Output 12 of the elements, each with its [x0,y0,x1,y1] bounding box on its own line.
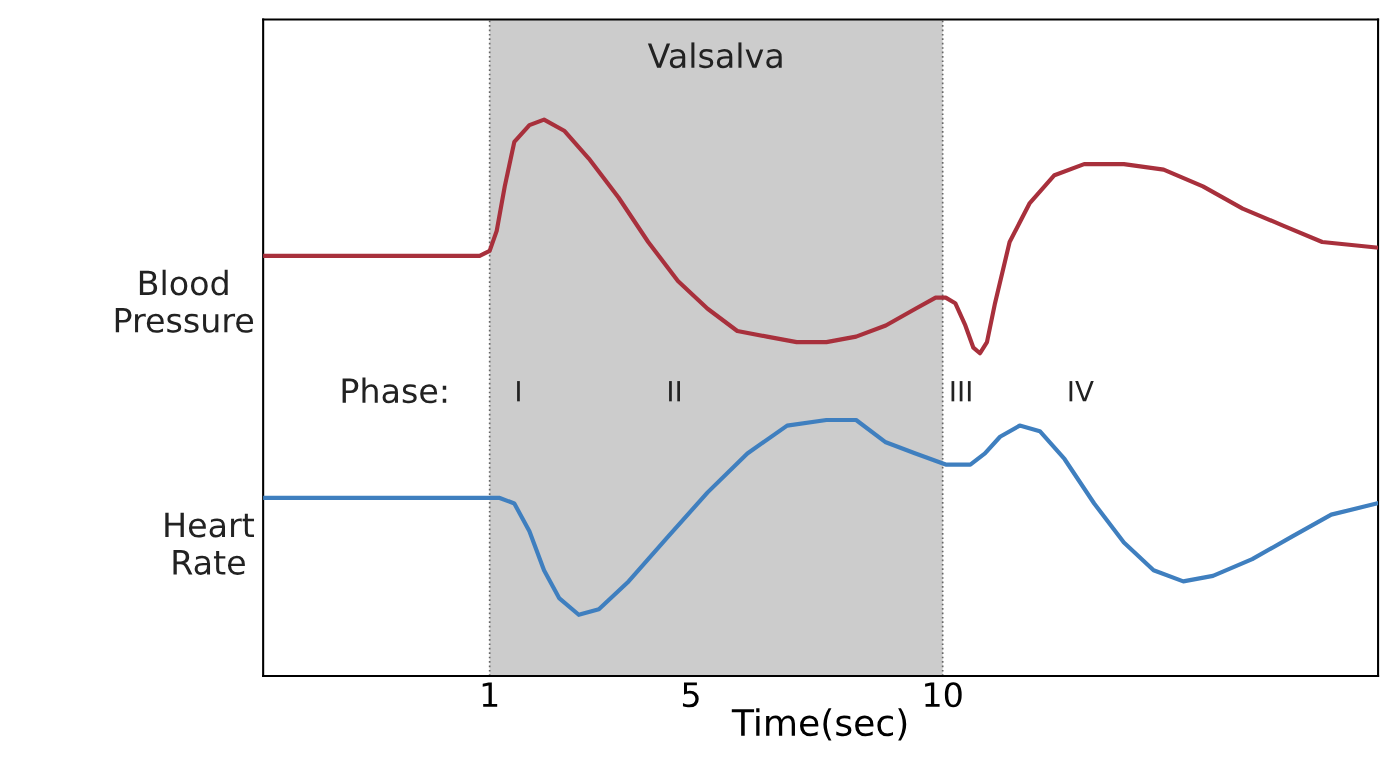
annotation: III [951,381,971,402]
series-label: Heart Rate [165,512,255,575]
annotation: I [517,381,520,402]
band-label: Valsalva [647,42,782,69]
series-label: Blood Pressure [115,269,254,333]
annotation: Phase: [342,377,447,404]
x-tick-label: 10 [925,682,962,708]
x-axis-title: Time(sec) [731,708,907,741]
annotation: IV [1069,381,1094,402]
x-tick-label: 5 [682,682,699,708]
x-tick-label: 1 [482,682,498,707]
annotation: II [669,381,681,402]
